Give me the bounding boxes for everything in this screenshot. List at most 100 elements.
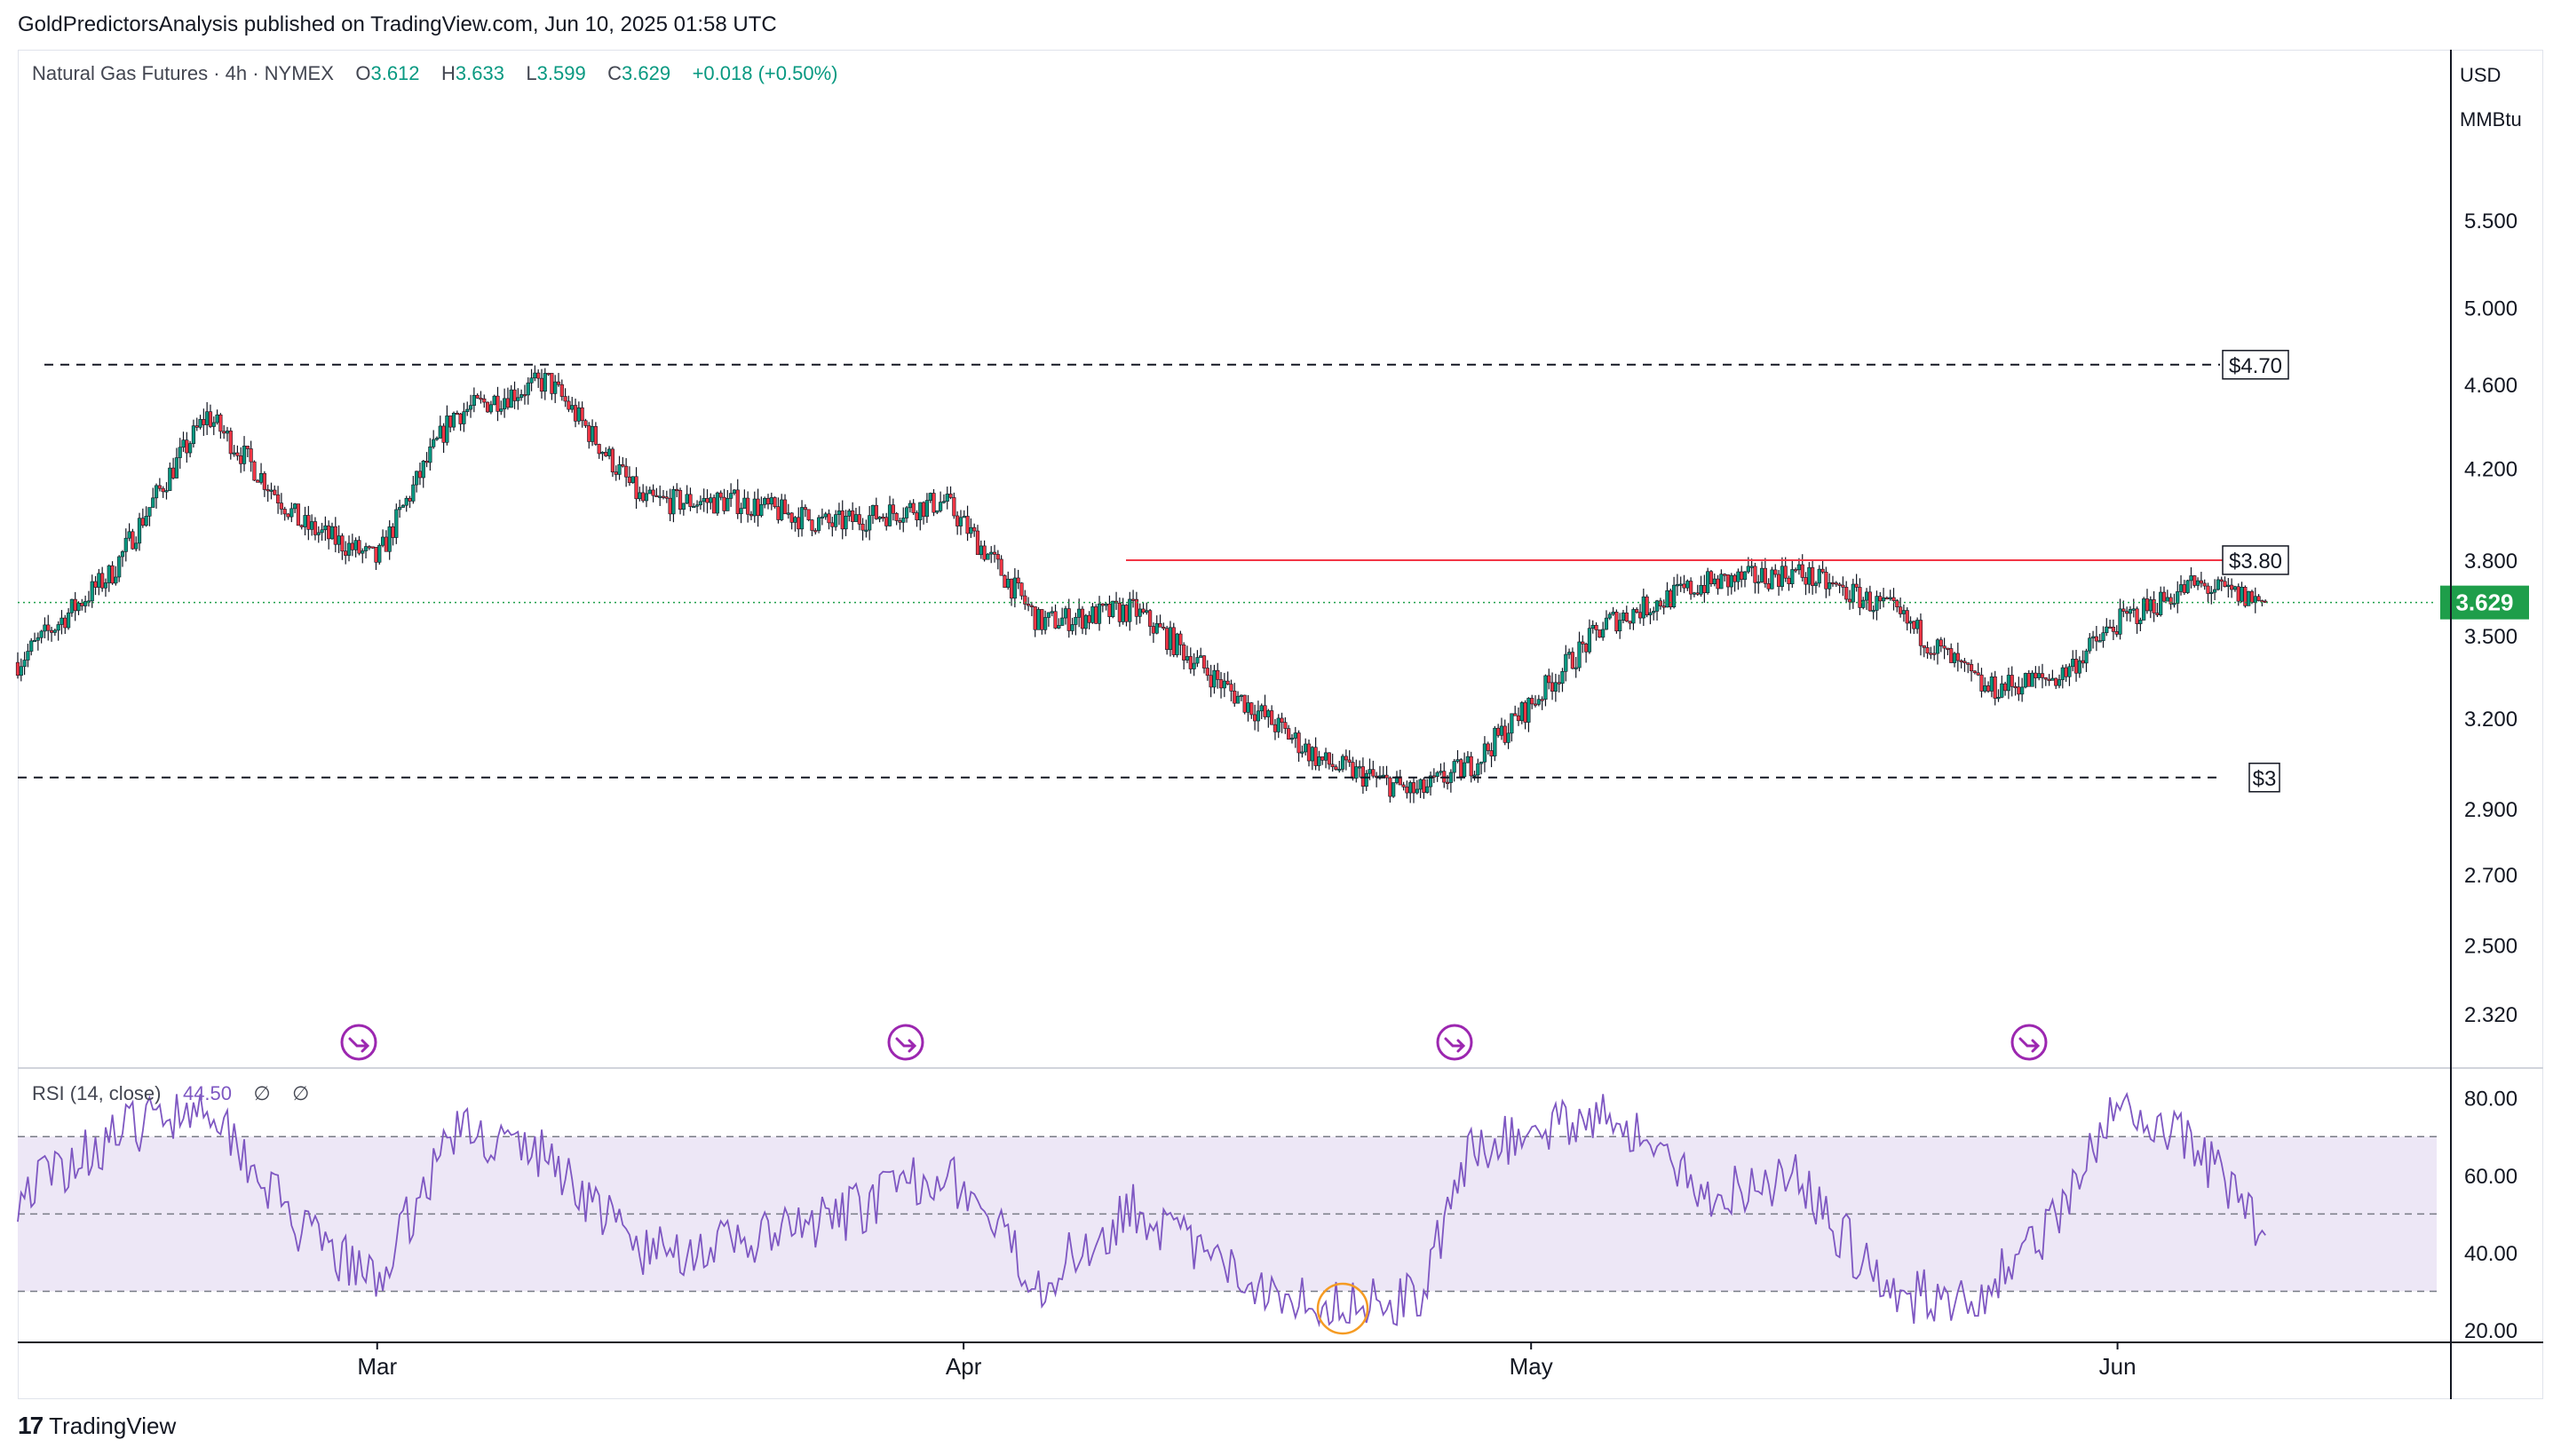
candle	[1813, 581, 1819, 594]
candle-body	[117, 556, 122, 578]
candle	[1912, 621, 1916, 635]
unit-label[interactable]: MMBtu	[2460, 108, 2522, 131]
candle	[2230, 578, 2234, 598]
candle	[408, 495, 412, 509]
candle	[63, 614, 67, 635]
candle-body	[1472, 774, 1477, 777]
chart-frame[interactable]	[18, 50, 2543, 1399]
candle	[1462, 752, 1467, 778]
candle	[539, 368, 544, 399]
candle-body	[1780, 566, 1784, 587]
price-tick-1: 5.000	[2464, 297, 2517, 321]
candle-body	[2026, 673, 2031, 687]
candle	[1979, 668, 1984, 698]
candle	[529, 368, 534, 392]
candle-body	[398, 507, 402, 510]
rsi-legend[interactable]: RSI (14, close) 44.50 ∅ ∅	[32, 1082, 309, 1105]
candle-body	[1063, 608, 1068, 619]
candle-body	[181, 439, 186, 448]
candle	[350, 534, 354, 557]
candle	[1621, 610, 1626, 624]
candle-body	[215, 414, 219, 423]
candle-body	[870, 504, 876, 516]
candle	[2138, 617, 2143, 632]
candle-body	[1770, 569, 1774, 590]
candle	[380, 529, 385, 548]
candle-body	[868, 515, 872, 531]
candle-body	[1154, 623, 1159, 634]
candle-body	[864, 529, 868, 532]
candle	[948, 486, 953, 500]
symbol-legend[interactable]: Natural Gas Futures · 4h · NYMEX O3.612 …	[32, 62, 837, 85]
candle-body	[1543, 675, 1548, 700]
candle	[1959, 659, 1963, 669]
candle-body	[881, 516, 885, 519]
candle	[2264, 599, 2268, 603]
candle-body	[1128, 598, 1132, 622]
candle-body	[2192, 575, 2197, 586]
candle-body	[377, 544, 382, 563]
candle	[1976, 662, 1980, 677]
candle-body	[299, 525, 304, 527]
candle	[1888, 590, 1892, 601]
rsi-label[interactable]: RSI (14, close)	[32, 1082, 162, 1104]
event-marker-icon[interactable]	[1436, 1024, 1473, 1061]
candle-body	[1854, 583, 1859, 588]
candle-body	[1766, 583, 1771, 590]
event-marker-icon[interactable]	[887, 1024, 924, 1061]
candle	[1783, 557, 1788, 582]
candle-body	[722, 496, 726, 511]
candle-body	[2006, 675, 2011, 692]
candle-body	[2003, 683, 2008, 692]
candle-body	[1138, 608, 1142, 617]
candle	[982, 540, 987, 562]
candle	[1837, 582, 1842, 594]
candle	[709, 493, 713, 510]
candle-body	[664, 496, 669, 499]
candle	[39, 629, 44, 644]
candle	[1218, 671, 1224, 699]
candle-body	[1513, 713, 1518, 716]
candle-body	[2230, 584, 2234, 590]
candle	[313, 517, 318, 541]
candle	[698, 495, 702, 510]
candle-body	[1012, 577, 1017, 599]
candle-body	[2131, 608, 2136, 611]
candle	[127, 523, 131, 542]
candle	[617, 455, 622, 480]
rsi-extra-1: ∅	[253, 1082, 271, 1104]
candle	[567, 395, 571, 413]
currency-label[interactable]: USD	[2460, 64, 2502, 86]
event-marker-icon[interactable]	[2010, 1024, 2048, 1061]
symbol-name[interactable]: Natural Gas Futures · 4h · NYMEX	[32, 62, 334, 84]
event-marker-icon[interactable]	[340, 1024, 377, 1061]
candle-body	[556, 381, 561, 385]
candle-body	[462, 411, 466, 424]
candle-body	[1830, 582, 1836, 585]
candle	[864, 519, 868, 538]
candle-body	[1637, 612, 1643, 619]
candle	[2000, 675, 2004, 699]
candle-body	[1952, 653, 1957, 663]
candle	[1756, 574, 1761, 594]
candle-body	[408, 497, 412, 502]
candle-body	[681, 502, 686, 510]
candle	[222, 424, 226, 439]
candle	[289, 502, 294, 523]
candle	[941, 494, 947, 504]
candle-body	[1327, 752, 1331, 765]
candle	[1648, 608, 1653, 625]
candle	[1080, 605, 1085, 635]
candle	[1074, 613, 1078, 636]
candle-body	[1151, 626, 1156, 634]
publisher-line: GoldPredictorsAnalysis published on Trad…	[18, 12, 777, 36]
candle	[1851, 578, 1855, 609]
candle-body	[2189, 575, 2193, 582]
candle	[346, 535, 352, 562]
tradingview-logo[interactable]: 17 TradingView	[18, 1412, 176, 1440]
candle-body	[536, 372, 541, 379]
candle	[1046, 612, 1051, 627]
candle	[1431, 768, 1436, 783]
candle-body	[989, 551, 994, 555]
